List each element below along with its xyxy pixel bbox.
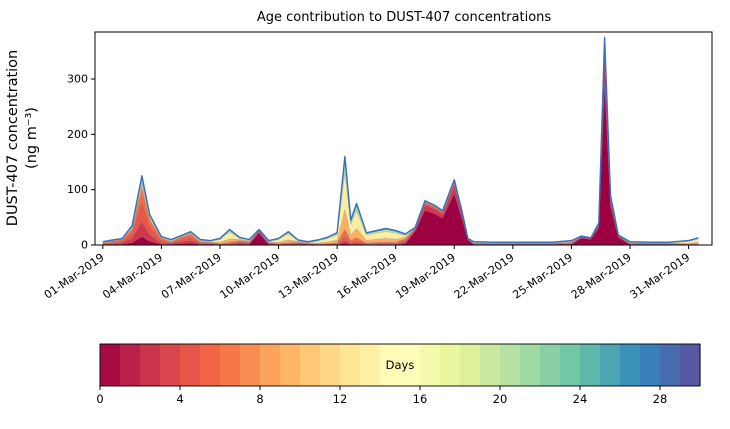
colorbar-cell <box>580 344 601 386</box>
colorbar-cell <box>420 344 441 386</box>
colorbar-label: Days <box>386 358 415 372</box>
stacked-area-layers <box>102 36 699 246</box>
colorbar-cell <box>600 344 621 386</box>
envelope-line <box>102 36 699 243</box>
x-tick-label: 19-Mar-2019 <box>393 251 458 302</box>
colorbar-cell <box>560 344 581 386</box>
colorbar-cell <box>620 344 641 386</box>
colorbar-outline <box>99 343 701 387</box>
colorbar: 0 4 8 12 16 20 24 28 <box>96 343 701 406</box>
plot-area <box>94 31 713 246</box>
x-tick-label: 16-Mar-2019 <box>335 251 400 302</box>
colorbar-cell <box>240 344 261 386</box>
y-axis: 0 100 200 300 <box>67 73 95 252</box>
colorbar-cell <box>660 344 681 386</box>
x-tick-label: 28-Mar-2019 <box>569 251 634 302</box>
y-tick-label: 0 <box>81 239 88 252</box>
colorbar-cell <box>640 344 661 386</box>
colorbar-cell <box>540 344 561 386</box>
y-axis-label-line2: (ng m⁻³) <box>24 107 40 169</box>
colorbar-cell <box>500 344 521 386</box>
chart-title: Age contribution to DUST-407 concentrati… <box>257 10 552 25</box>
colorbar-tick-label: 0 <box>96 392 103 406</box>
x-tick-label: 04-Mar-2019 <box>100 251 165 302</box>
colorbar-cell <box>220 344 241 386</box>
colorbar-cell <box>260 344 281 386</box>
x-axis: 01-Mar-201904-Mar-201907-Mar-201910-Mar-… <box>42 245 693 302</box>
colorbar-cell <box>340 344 361 386</box>
x-tick-label: 25-Mar-2019 <box>510 251 575 302</box>
colorbar-cell <box>400 344 421 386</box>
y-axis-label-line1: DUST-407 concentration <box>5 50 21 226</box>
colorbar-cell <box>520 344 541 386</box>
colorbar-tick-label: 16 <box>413 392 428 406</box>
colorbar-cell <box>380 344 401 386</box>
axes-box <box>94 31 713 246</box>
colorbar-cell <box>100 344 121 386</box>
colorbar-tick-label: 20 <box>493 392 508 406</box>
x-tick-label: 31-Mar-2019 <box>628 251 693 302</box>
colorbar-cell <box>440 344 461 386</box>
y-tick-label: 200 <box>67 128 88 141</box>
x-tick-label: 22-Mar-2019 <box>452 251 517 302</box>
colorbar-tick-label: 4 <box>176 392 183 406</box>
x-tick-label: 01-Mar-2019 <box>42 251 107 302</box>
colorbar-cell <box>280 344 301 386</box>
colorbar-cell <box>300 344 321 386</box>
colorbar-tick-label: 8 <box>256 392 263 406</box>
colorbar-cell <box>160 344 181 386</box>
colorbar-cell <box>680 344 701 386</box>
colorbar-cell <box>360 344 381 386</box>
x-tick-label: 07-Mar-2019 <box>159 251 224 302</box>
colorbar-cell <box>140 344 161 386</box>
colorbar-tick-label: 24 <box>573 392 588 406</box>
x-tick-label: 13-Mar-2019 <box>276 251 341 302</box>
y-tick-label: 300 <box>67 73 88 86</box>
colorbar-cell <box>320 344 341 386</box>
colorbar-cell <box>120 344 141 386</box>
colorbar-cell <box>200 344 221 386</box>
x-tick-label: 10-Mar-2019 <box>217 251 282 302</box>
y-tick-label: 100 <box>67 183 88 196</box>
colorbar-cell <box>460 344 481 386</box>
colorbar-tick-label: 12 <box>333 392 348 406</box>
colorbar-tick-label: 28 <box>653 392 668 406</box>
colorbar-cell <box>480 344 501 386</box>
colorbar-cell <box>180 344 201 386</box>
